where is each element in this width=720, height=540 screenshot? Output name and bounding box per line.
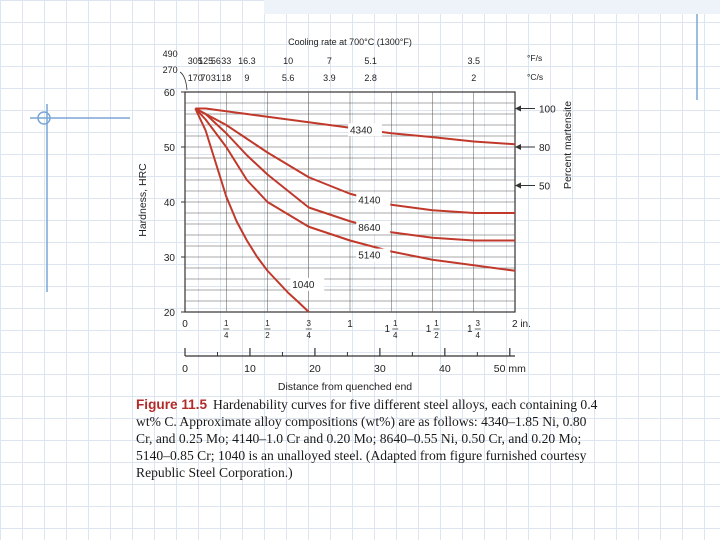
- martensite-label: 80: [539, 143, 551, 154]
- figure-caption: Figure 11.5 Hardenability curves for five…: [136, 396, 606, 481]
- curve-label-5140: 5140: [358, 251, 381, 262]
- y-tick-label: 30: [164, 253, 176, 264]
- x-axis-label: Distance from quenched end: [278, 381, 412, 393]
- cooling-rate-c-label: 18: [221, 73, 231, 83]
- y-axis-label: Hardness, HRC: [137, 163, 149, 237]
- cooling-rate-c-label: 5.6: [282, 73, 295, 83]
- y-tick-label: 40: [164, 198, 176, 209]
- curve-label-bg: [356, 248, 391, 262]
- curve-label-8640: 8640: [358, 223, 381, 234]
- mm-tick-label: 0: [182, 363, 188, 375]
- x-axis-mm: 0 10 20 30 40 50 mm: [182, 348, 526, 375]
- martensite-arrow-head: [515, 105, 521, 112]
- curve-4140: [194, 107, 515, 214]
- cooling-rate-c-label: 3.9: [323, 73, 336, 83]
- y-tick-label: 50: [164, 143, 176, 154]
- x-tick-whole: 1: [426, 324, 432, 335]
- curve-label-bg: [356, 193, 391, 207]
- martensite-arrow-head: [515, 144, 521, 150]
- cooling-rate-c-label: 270: [163, 65, 178, 75]
- curves: 4340 4140 8640 5140 1040: [194, 107, 516, 313]
- x-tick-fraction: 114: [384, 319, 399, 340]
- cooling-rate-f-label: 7: [327, 56, 332, 66]
- x-tick-numerator: 3: [476, 319, 481, 328]
- x-tick-denominator: 4: [224, 331, 229, 340]
- curve-label-bg: [348, 123, 382, 137]
- cooling-rate-c-label: 2: [471, 73, 476, 83]
- martensite-arrow-head: [515, 182, 521, 189]
- curve-4340: [195, 107, 516, 146]
- y-axis-ticks: 20 30 40 50 60: [164, 88, 185, 319]
- x-tick-fraction: 112: [426, 319, 440, 340]
- x-tick-denominator: 4: [476, 331, 481, 340]
- deco-circle: [37, 111, 51, 125]
- curve-label-bg: [356, 221, 391, 235]
- x-tick-whole: 1: [384, 324, 390, 335]
- caption-text: Hardenability curves for five different …: [136, 397, 598, 480]
- mm-tick-label: 50 mm: [494, 363, 526, 375]
- x-tick-fraction: 34: [305, 319, 312, 340]
- x-tick-denominator: 4: [393, 331, 398, 340]
- x-tick-numerator: 3: [307, 319, 312, 328]
- x-tick-label: 1: [347, 319, 353, 330]
- x-tick-denominator: 2: [434, 331, 439, 340]
- cooling-rate-c-label: 70: [201, 73, 211, 83]
- cooling-rate-c-label: 170: [188, 73, 203, 83]
- cooling-rate-f-label: 16.3: [238, 56, 256, 66]
- deco-top-gradient: [264, 0, 720, 14]
- curve-label-1040: 1040: [292, 280, 315, 291]
- curve-label-4340: 4340: [350, 125, 373, 136]
- mm-tick-label: 40: [439, 363, 451, 375]
- x-tick-numerator: 1: [265, 319, 270, 328]
- cooling-rate-c-label: 9: [244, 73, 249, 83]
- x-tick-label: 0: [182, 319, 188, 330]
- cooling-rate-title: Cooling rate at 700°C (1300°F): [288, 37, 412, 47]
- cooling-unit-f: °F/s: [527, 53, 542, 63]
- x-tick-fraction: 14: [223, 319, 230, 340]
- x-tick-numerator: 1: [393, 319, 398, 328]
- curve-8640: [194, 107, 515, 242]
- y-tick-label: 20: [164, 308, 176, 319]
- martensite-axis: 100 80 50: [515, 105, 556, 193]
- mm-tick-label: 30: [374, 363, 386, 375]
- x-tick-numerator: 1: [224, 319, 229, 328]
- x-tick-denominator: 2: [265, 331, 270, 340]
- y2-axis-label: Percent martensite: [562, 101, 574, 189]
- cooling-rate-f-label: 3.5: [467, 56, 480, 66]
- curve-1040: [194, 108, 310, 313]
- martensite-label: 50: [539, 182, 551, 193]
- x-tick-whole: 1: [467, 324, 473, 335]
- x-tick-denominator: 4: [307, 331, 312, 340]
- cooling-rate-f-label: 56: [211, 56, 221, 66]
- cooling-rate-c-label: 2.8: [364, 73, 377, 83]
- cooling-rate-f-label: 490: [163, 49, 178, 59]
- cooling-rate-f-label: 10: [283, 56, 293, 66]
- cooling-rate-f-label: 305: [188, 56, 203, 66]
- x-tick-fraction: 12: [264, 319, 271, 340]
- cooling-pointer-line: [179, 71, 188, 91]
- y-tick-label: 60: [164, 88, 176, 99]
- mm-tick-label: 20: [309, 363, 321, 375]
- figure-label: Figure 11.5: [136, 397, 208, 412]
- mm-tick-label: 10: [244, 363, 256, 375]
- cooling-rate-f-label: 125: [198, 56, 213, 66]
- cooling-rate-c-label: 31: [211, 73, 221, 83]
- curve-label-bg: [290, 277, 325, 291]
- x-tick-numerator: 1: [434, 319, 439, 328]
- curve-label-4140: 4140: [358, 196, 381, 207]
- cooling-unit-c: °C/s: [527, 72, 543, 82]
- x-tick-label: 2 in.: [512, 319, 531, 330]
- cooling-rate-f-label: 5.1: [364, 56, 377, 66]
- cooling-rate-f-label: 33: [221, 56, 231, 66]
- curve-5140: [194, 107, 516, 272]
- x-tick-fraction: 13 4: [467, 319, 481, 340]
- martensite-label: 100: [539, 105, 556, 116]
